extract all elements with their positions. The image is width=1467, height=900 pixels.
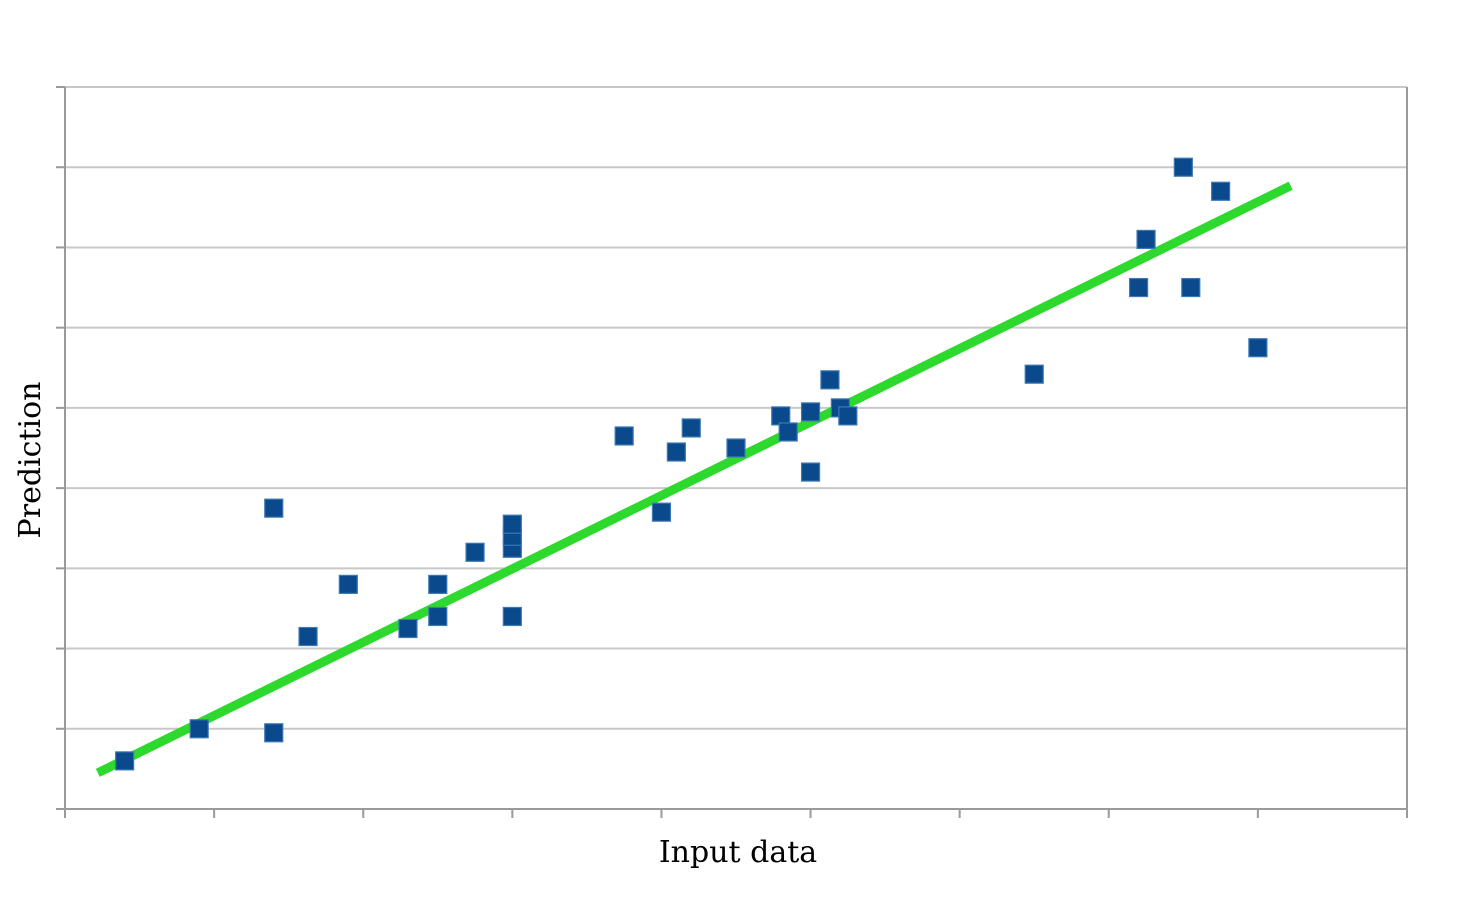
data-point — [1136, 229, 1156, 250]
data-point — [800, 402, 821, 422]
y-axis-title: Prediction — [13, 382, 48, 539]
data-point — [1024, 364, 1044, 384]
data-point — [502, 514, 522, 534]
data-point — [726, 438, 746, 458]
data-point — [338, 574, 358, 594]
data-point — [115, 751, 135, 771]
data-point — [681, 418, 701, 438]
data-points — [115, 157, 1268, 771]
data-point — [264, 723, 284, 743]
data-point — [1248, 338, 1268, 358]
data-point — [398, 618, 418, 639]
axes — [56, 86, 1408, 818]
data-point — [428, 606, 448, 627]
data-point — [820, 370, 840, 390]
data-point — [1181, 277, 1201, 298]
data-point — [1211, 181, 1231, 201]
trend-line — [95, 181, 1293, 777]
data-point — [298, 626, 318, 647]
data-point — [264, 498, 284, 518]
data-point — [838, 406, 858, 426]
trend-line-layer — [95, 181, 1293, 777]
data-point — [778, 422, 798, 442]
data-point — [502, 606, 522, 627]
data-point — [614, 426, 634, 446]
data-point — [1128, 277, 1149, 298]
data-point — [189, 719, 209, 739]
gridlines — [65, 86, 1407, 730]
data-point — [800, 462, 821, 482]
x-axis-title: Input data — [659, 835, 817, 870]
data-point — [428, 574, 448, 594]
data-point — [1173, 157, 1193, 177]
data-point — [465, 542, 485, 562]
data-point — [771, 406, 791, 426]
data-point — [666, 442, 686, 462]
data-point — [651, 502, 672, 522]
